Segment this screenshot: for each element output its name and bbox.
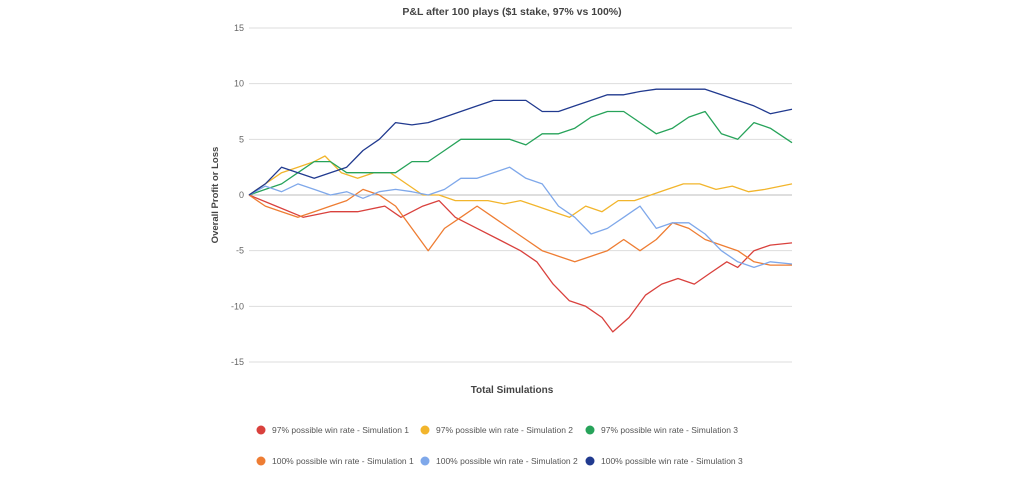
legend-swatch bbox=[585, 456, 595, 466]
series-lines bbox=[248, 88, 793, 333]
legend: 97% possible win rate - Simulation 1 97% … bbox=[256, 425, 744, 466]
legend-label: 97% possible win rate - Simulation 3 bbox=[601, 425, 738, 435]
legend-item-5[interactable]: 100% possible win rate - Simulation 2 bbox=[420, 456, 579, 466]
y-tick-label: 15 bbox=[234, 23, 244, 33]
x-axis-label: Total Simulations bbox=[471, 385, 554, 396]
legend-swatch bbox=[585, 425, 595, 435]
y-tick-label: -5 bbox=[236, 246, 244, 256]
series-line-1 bbox=[248, 194, 793, 333]
legend-label: 100% possible win rate - Simulation 1 bbox=[272, 456, 414, 466]
legend-item-1[interactable]: 97% possible win rate - Simulation 1 bbox=[256, 425, 410, 435]
legend-label: 97% possible win rate - Simulation 1 bbox=[272, 425, 409, 435]
y-tick-label: -15 bbox=[231, 357, 244, 367]
y-tick-label: 5 bbox=[239, 134, 244, 144]
legend-swatch bbox=[420, 456, 430, 466]
legend-swatch bbox=[256, 456, 266, 466]
y-tick-label: 10 bbox=[234, 79, 244, 89]
legend-label: 97% possible win rate - Simulation 2 bbox=[436, 425, 573, 435]
legend-item-6[interactable]: 100% possible win rate - Simulation 3 bbox=[585, 456, 744, 466]
legend-swatch bbox=[256, 425, 266, 435]
series-line-3 bbox=[248, 110, 793, 196]
y-tick-label: -10 bbox=[231, 301, 244, 311]
legend-label: 100% possible win rate - Simulation 2 bbox=[436, 456, 578, 466]
y-axis-ticks: 15 10 5 0 -5 -10 -15 bbox=[231, 23, 244, 367]
series-line-2 bbox=[248, 155, 793, 218]
y-tick-label: 0 bbox=[239, 190, 244, 200]
legend-item-3[interactable]: 97% possible win rate - Simulation 3 bbox=[585, 425, 739, 435]
y-axis-label: Overall Profit or Loss bbox=[210, 147, 221, 244]
legend-item-4[interactable]: 100% possible win rate - Simulation 1 bbox=[256, 456, 415, 466]
series-line-4 bbox=[248, 188, 792, 266]
legend-label: 100% possible win rate - Simulation 3 bbox=[601, 456, 743, 466]
series-line-6 bbox=[248, 88, 793, 196]
legend-swatch bbox=[420, 425, 430, 435]
chart-title: P&L after 100 plays ($1 stake, 97% vs 10… bbox=[402, 6, 621, 18]
series-line-5 bbox=[248, 166, 793, 269]
legend-item-2[interactable]: 97% possible win rate - Simulation 2 bbox=[420, 425, 574, 435]
